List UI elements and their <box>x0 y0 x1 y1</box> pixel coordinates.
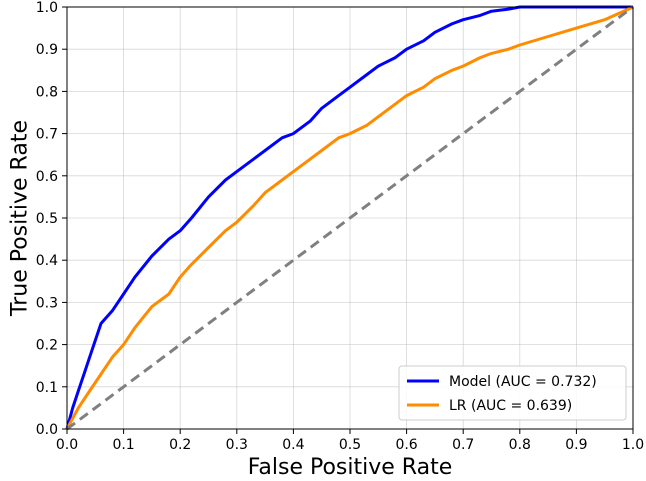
x-tick-label-0: 0.0 <box>56 437 78 453</box>
legend-box <box>398 365 627 421</box>
legend-label-0: Model (AUC = 0.732) <box>449 374 597 390</box>
series-layer <box>65 5 634 431</box>
chance-diagonal-line <box>66 5 634 431</box>
y-tick-label-2: 0.2 <box>36 338 58 354</box>
x-tick-label-1: 0.1 <box>112 437 134 453</box>
y-tick-label-8: 0.8 <box>36 84 58 100</box>
y-tick-label-4: 0.4 <box>36 253 58 269</box>
y-tick-label-1: 0.1 <box>36 380 58 396</box>
y-tick-label-3: 0.3 <box>36 295 58 311</box>
x-tick-label-7: 0.7 <box>452 437 474 453</box>
x-axis-title: False Positive Rate <box>248 455 452 480</box>
y-tick-label-5: 0.5 <box>36 211 58 227</box>
x-tick-label-6: 0.6 <box>395 437 417 453</box>
legend: Model (AUC = 0.732) LR (AUC = 0.639) <box>398 365 627 421</box>
y-tick-label-10: 1.0 <box>36 0 58 16</box>
series-line-1 <box>65 5 634 430</box>
y-tick-label-6: 0.6 <box>36 169 58 185</box>
x-axis-ticks: 0.0 0.1 0.2 0.3 0.4 0.5 0.6 0.7 0.8 0.9 1.0 <box>56 429 644 453</box>
x-tick-label-10: 1.0 <box>622 437 644 453</box>
y-tick-label-9: 0.9 <box>36 42 58 58</box>
x-tick-label-3: 0.3 <box>226 437 248 453</box>
x-tick-label-4: 0.4 <box>282 437 304 453</box>
series-line-0 <box>65 5 633 430</box>
x-tick-label-8: 0.8 <box>509 437 531 453</box>
y-axis-title: True Positive Rate <box>8 120 33 317</box>
x-tick-label-9: 0.9 <box>565 437 587 453</box>
legend-label-1: LR (AUC = 0.639) <box>449 398 572 414</box>
x-tick-label-2: 0.2 <box>169 437 191 453</box>
y-tick-label-7: 0.7 <box>36 127 58 143</box>
y-axis-ticks: 0.0 0.1 0.2 0.3 0.4 0.5 0.6 0.7 0.8 0.9 1.0 <box>36 0 67 438</box>
x-tick-label-5: 0.5 <box>339 437 361 453</box>
y-tick-label-0: 0.0 <box>36 422 58 438</box>
